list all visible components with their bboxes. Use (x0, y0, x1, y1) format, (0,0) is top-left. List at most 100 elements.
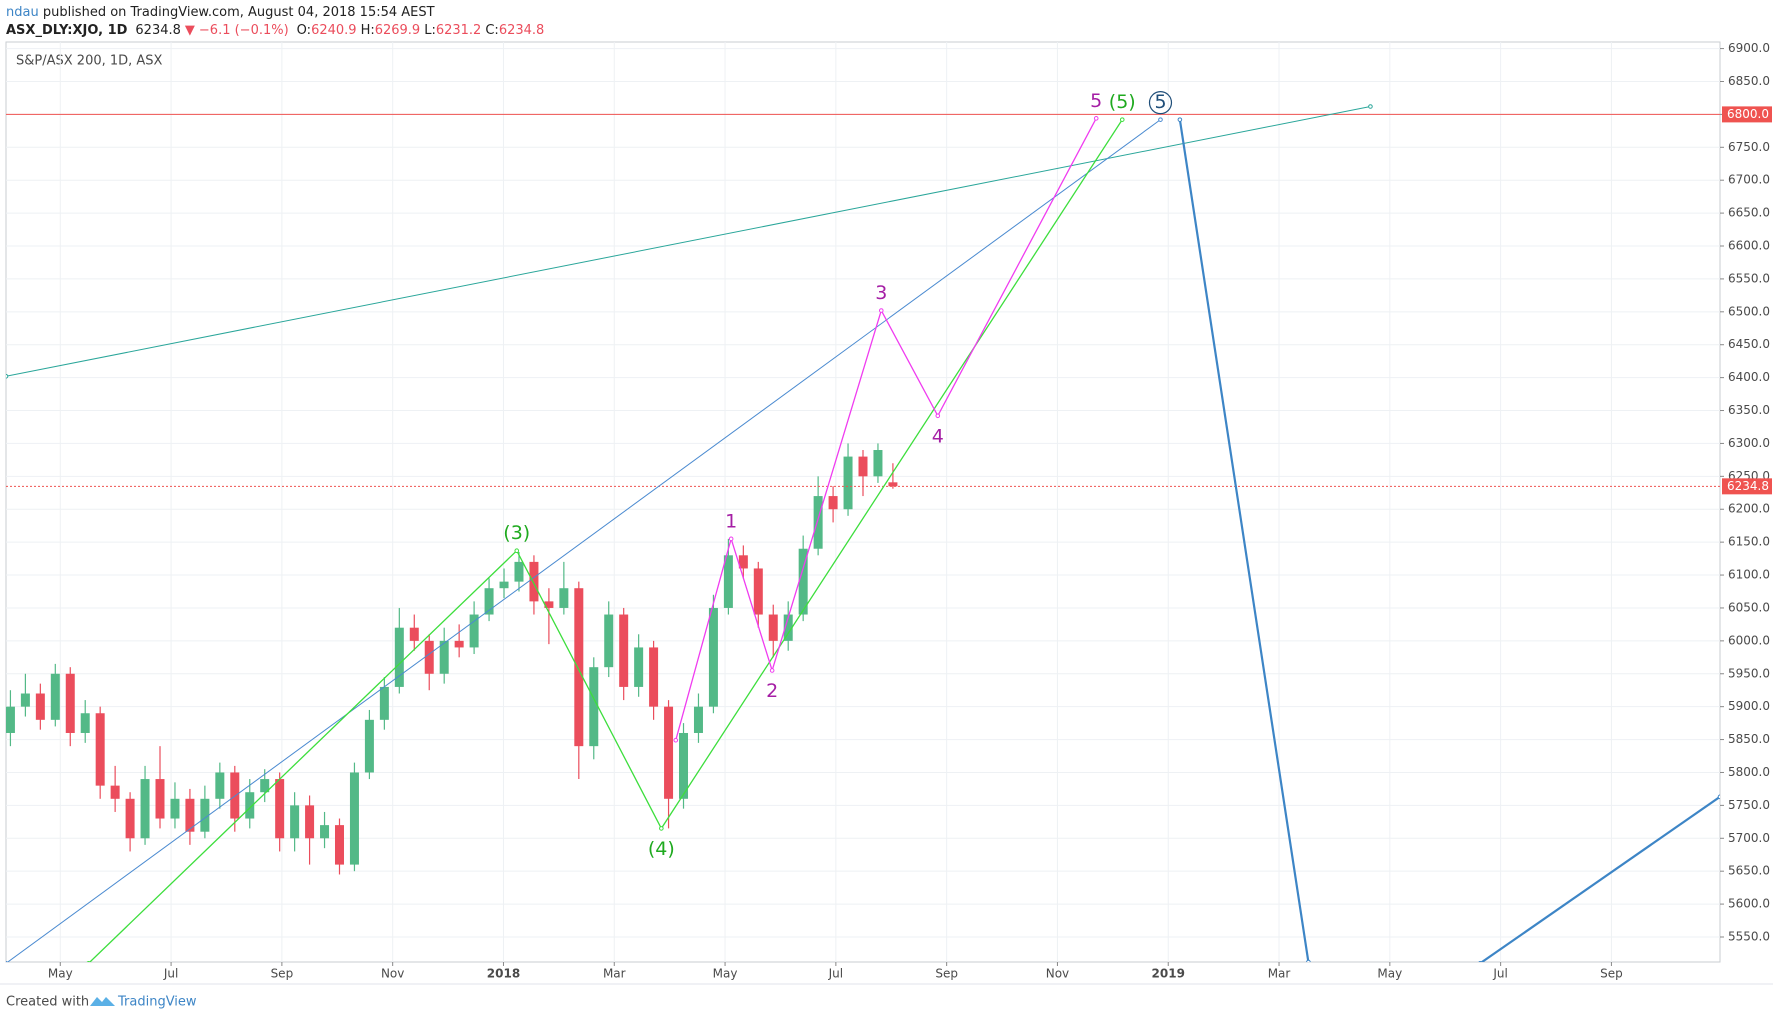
anchor (1306, 959, 1311, 962)
anchor (659, 826, 664, 831)
x-tick-label: May (713, 967, 738, 981)
anchor (6, 961, 8, 962)
symbol: ASX_DLY:XJO, 1D (6, 23, 128, 38)
candle-body (6, 706, 15, 733)
candle-body (65, 673, 75, 733)
footer-created: Created with (6, 995, 89, 1010)
drawing-line (88, 119, 1123, 962)
price-label: 6800.0 (1727, 107, 1769, 121)
plot-area (6, 42, 1720, 962)
price-label-box (1722, 478, 1772, 495)
candle-body (290, 805, 300, 839)
drawing-line (1178, 119, 1310, 962)
symbol-line: ASX_DLY:XJO, 1D 6234.8 ▼ −6.1 (−0.1%) O:6240… (6, 23, 544, 38)
x-tick-label: Mar (603, 967, 626, 981)
y-tick-label: 6150.0 (1728, 535, 1770, 549)
wave-label: 2 (766, 680, 778, 702)
wave-label: 4 (932, 425, 944, 447)
anchor (86, 961, 91, 962)
candle-body (469, 614, 479, 648)
y-tick-label: 6400.0 (1728, 370, 1770, 384)
y-tick-label: 5650.0 (1728, 864, 1770, 878)
x-tick-label: Nov (381, 967, 404, 981)
anchor (769, 668, 775, 673)
candle-body (349, 772, 359, 865)
candle-body (260, 779, 270, 793)
ohlc-label: H: (361, 23, 375, 38)
anchor (728, 536, 734, 542)
y-tick-label: 5800.0 (1728, 765, 1770, 779)
y-tick-label: 6100.0 (1728, 568, 1770, 582)
x-tick-label: Nov (1046, 967, 1069, 981)
anchor (1119, 117, 1125, 122)
ohlc-value: 6234.8 (499, 23, 545, 38)
candle-body (798, 548, 808, 615)
candle-body (484, 588, 494, 615)
label-circle (1148, 91, 1173, 115)
x-tick-label: Mar (1268, 967, 1291, 981)
anchor (935, 413, 941, 419)
ohlc-label: L: (424, 23, 436, 38)
candle-body (454, 640, 464, 648)
candle-body (664, 706, 674, 799)
candle-body (768, 614, 778, 641)
anchor (1158, 117, 1163, 122)
change-arrow: ▼ (185, 23, 195, 38)
candle-body (364, 719, 374, 773)
candle-body (559, 588, 569, 608)
candle-body (708, 607, 718, 707)
candle-body (693, 706, 703, 733)
logo-icon[interactable] (90, 997, 115, 1006)
candle-body (20, 693, 30, 707)
candle-body (738, 555, 748, 569)
anchor (514, 548, 520, 553)
y-tick-label: 6450.0 (1728, 337, 1770, 351)
y-tick-label: 5900.0 (1728, 699, 1770, 713)
anchor (1093, 116, 1099, 121)
candle-body (110, 785, 120, 799)
candle-body (529, 561, 539, 602)
candle-body (200, 798, 210, 832)
y-tick-label: 5750.0 (1728, 798, 1770, 812)
y-tick-label: 6350.0 (1728, 403, 1770, 417)
x-tick-label: Jul (1492, 967, 1507, 981)
footer-brand[interactable]: TradingView (117, 995, 197, 1010)
drawing-line (6, 106, 1371, 377)
y-tick-label: 5700.0 (1728, 831, 1770, 845)
y-tick-label: 5950.0 (1728, 666, 1770, 680)
y-tick-label: 6750.0 (1728, 140, 1770, 154)
price-label: 6234.8 (1727, 479, 1769, 493)
anchor (1717, 794, 1720, 800)
x-tick-label: Jul (828, 967, 843, 981)
candle-body (858, 456, 868, 477)
author[interactable]: ndau (6, 5, 39, 20)
y-tick-label: 6900.0 (1728, 41, 1770, 55)
y-tick-label: 6200.0 (1728, 502, 1770, 516)
drawing-line (1480, 795, 1720, 962)
x-tick-label: 2018 (487, 967, 520, 981)
candle-body (753, 568, 763, 615)
anchor (6, 374, 9, 379)
candle-body (589, 667, 599, 747)
y-tick-label: 6500.0 (1728, 304, 1770, 318)
header-line: ndau published on TradingView.com, Augus… (6, 5, 435, 20)
candle-body (649, 647, 659, 707)
candle-body (813, 496, 823, 549)
ohlc-label: C: (485, 23, 498, 38)
y-tick-label: 6300.0 (1728, 436, 1770, 450)
y-tick-label: 6550.0 (1728, 271, 1770, 285)
candle-body (35, 693, 45, 720)
candle-body (215, 772, 225, 799)
candle-body (95, 713, 105, 786)
candle-body (379, 686, 389, 720)
y-tick-label: 6000.0 (1728, 633, 1770, 647)
candle-body (619, 614, 629, 687)
x-tick-label: May (1377, 967, 1402, 981)
ohlc-value: 6269.9 (375, 23, 421, 38)
wave-label: 5 (1090, 90, 1102, 112)
anchor (878, 308, 884, 313)
ohlc-value: 6231.2 (436, 23, 482, 38)
y-tick-label: 5600.0 (1728, 897, 1770, 911)
